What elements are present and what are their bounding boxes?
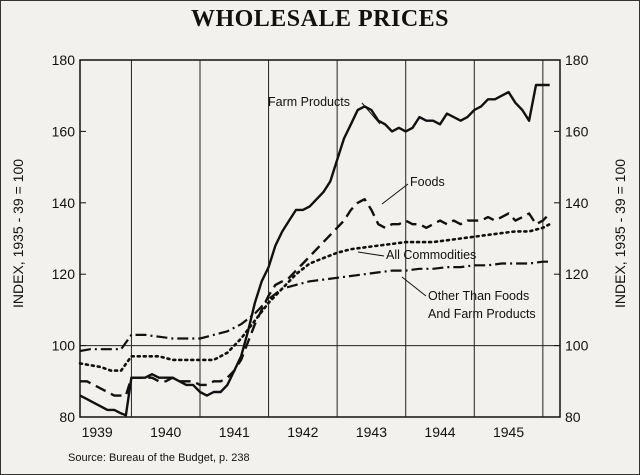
annotation-leader-line xyxy=(401,276,427,297)
y-tick-label-left: 120 xyxy=(52,266,76,282)
series-annotation: Other Than Foods xyxy=(428,289,529,303)
annotation-leader-line xyxy=(357,251,385,257)
y-tick-label-right: 180 xyxy=(565,52,589,68)
x-tick-label: 1939 xyxy=(82,424,113,440)
series-line-all-commodities xyxy=(78,222,552,372)
y-tick-label-right: 120 xyxy=(565,266,589,282)
series-line-other-than-foods-and-farm-products xyxy=(79,260,550,353)
x-tick-label: 1940 xyxy=(150,424,181,440)
series-line-farm-products xyxy=(79,83,550,417)
y-tick-label-right: 160 xyxy=(565,123,589,139)
source-note: Source: Bureau of the Budget, p. 238 xyxy=(68,452,250,464)
y-tick-label-left: 180 xyxy=(52,52,76,68)
plot-area-border xyxy=(79,59,561,418)
x-tick-label: 1942 xyxy=(287,424,318,440)
series-annotation: And Farm Products xyxy=(428,307,536,321)
page-title: WHOLESALE PRICES xyxy=(190,6,450,32)
y-tick-label-right: 100 xyxy=(565,338,589,354)
y-tick-label-left: 140 xyxy=(52,195,76,211)
series-line-foods xyxy=(80,197,551,397)
series-annotation: All Commodities xyxy=(386,248,476,262)
x-tick-label: 1945 xyxy=(493,424,524,440)
annotation-leader-line xyxy=(381,183,409,205)
series-annotation: Foods xyxy=(410,175,445,189)
y-tick-label-left: 80 xyxy=(59,409,75,425)
x-tick-label: 1943 xyxy=(356,424,387,440)
y-tick-label-right: 140 xyxy=(565,195,589,211)
y-tick-label-left: 100 xyxy=(52,338,76,354)
y-tick-label-right: 80 xyxy=(565,409,581,425)
x-tick-label: 1944 xyxy=(424,424,455,440)
x-tick-label: 1941 xyxy=(219,424,250,440)
series-annotation: Farm Products xyxy=(268,95,350,109)
y-tick-label-left: 160 xyxy=(52,123,76,139)
annotation-leader-line xyxy=(361,102,381,125)
